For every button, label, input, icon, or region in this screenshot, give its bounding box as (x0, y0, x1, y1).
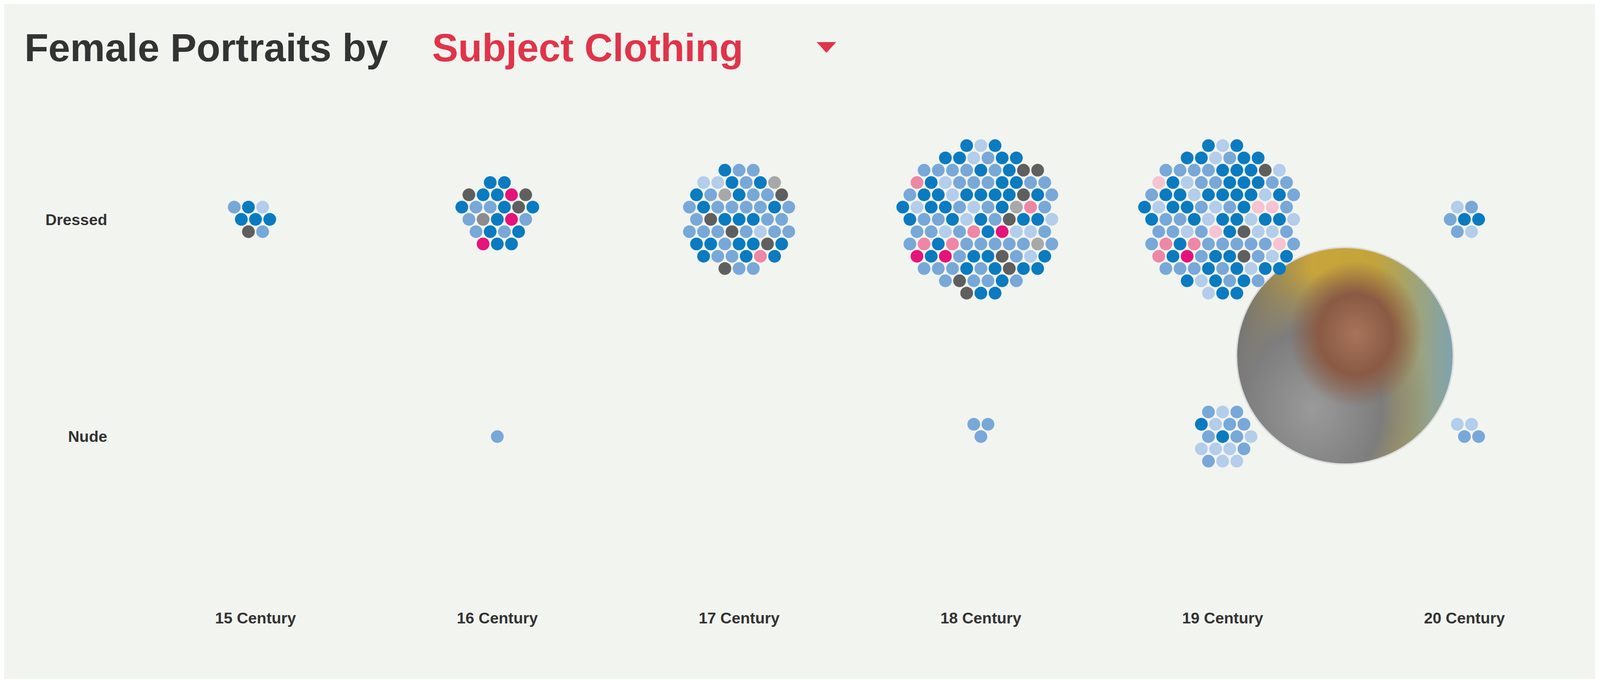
svg-text:18 Century: 18 Century (940, 609, 1022, 628)
svg-text:19 Century: 19 Century (1182, 609, 1264, 628)
svg-text:Dressed: Dressed (45, 211, 108, 229)
svg-text:16 Century: 16 Century (456, 609, 539, 628)
svg-text:17 Century: 17 Century (698, 609, 780, 628)
svg-text:20 Century: 20 Century (1423, 609, 1506, 628)
html-text:Subject Clothing: Subject Clothing (432, 25, 744, 70)
svg-text:15 Century: 15 Century (214, 609, 297, 628)
svg-text:Nude: Nude (68, 427, 108, 446)
html-text:Female Portraits by: Female Portraits by (24, 25, 389, 70)
